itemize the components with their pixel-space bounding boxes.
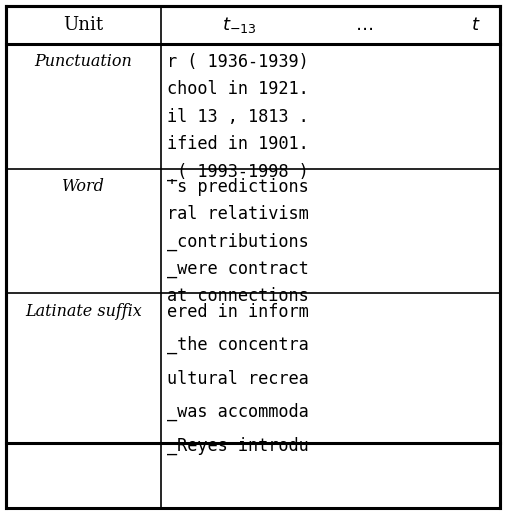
Text: Punctuation: Punctuation: [34, 53, 132, 70]
Text: _contributions: _contributions: [167, 232, 308, 251]
Text: Unit: Unit: [63, 16, 104, 34]
Text: _Reyes introdu: _Reyes introdu: [167, 436, 308, 455]
Text: ered in inform: ered in inform: [167, 303, 308, 321]
Text: ified in 1901.: ified in 1901.: [167, 135, 308, 153]
Text: Word: Word: [62, 178, 105, 195]
Text: at connections: at connections: [167, 287, 308, 305]
Text: $t$: $t$: [471, 16, 480, 34]
Text: 's predictions: 's predictions: [167, 178, 308, 196]
Text: _was accommoda: _was accommoda: [167, 403, 308, 421]
Text: $t_{-13}$: $t_{-13}$: [221, 15, 256, 35]
Text: il 13 , 1813 .: il 13 , 1813 .: [167, 108, 308, 126]
Text: ultural recrea: ultural recrea: [167, 370, 308, 388]
Text: _the concentra: _the concentra: [167, 336, 308, 355]
Text: ral relativism: ral relativism: [167, 205, 308, 223]
Text: $\ldots$: $\ldots$: [355, 16, 373, 34]
Text: chool in 1921.: chool in 1921.: [167, 80, 308, 98]
Text: Latinate suffix: Latinate suffix: [25, 303, 141, 320]
Text: r ( 1936-1939): r ( 1936-1939): [167, 53, 308, 71]
Text: _were contract: _were contract: [167, 260, 308, 278]
Text: _( 1993-1998 ): _( 1993-1998 ): [167, 162, 308, 181]
